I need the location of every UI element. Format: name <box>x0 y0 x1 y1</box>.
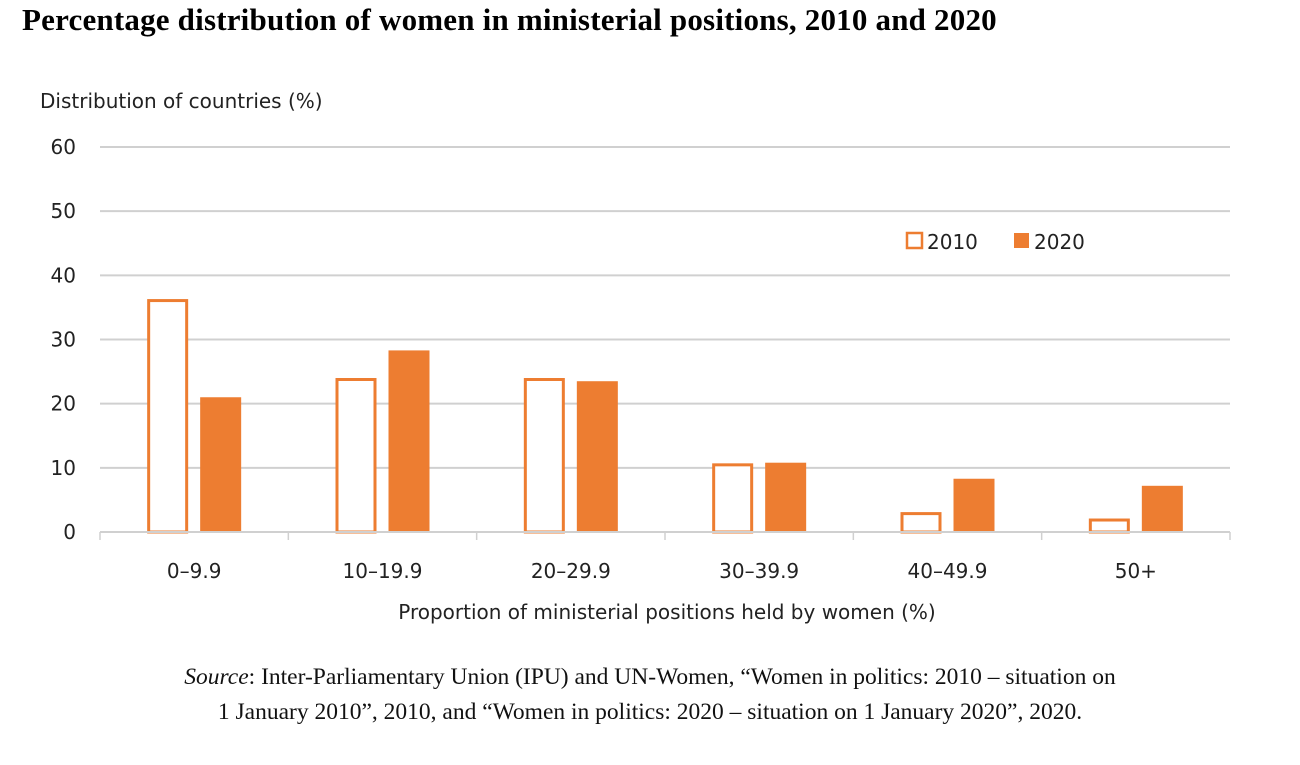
legend-swatch-2010 <box>905 231 924 250</box>
y-tick-label: 30 <box>51 328 76 352</box>
x-tick-label: 30–39.9 <box>719 559 799 583</box>
y-tick-label: 40 <box>51 263 76 287</box>
chart-title: Percentage distribution of women in mini… <box>22 2 997 37</box>
bar-2010-0 <box>147 299 189 534</box>
source-label: Source <box>184 664 249 690</box>
y-tick-label: 10 <box>51 456 76 480</box>
x-axis-tick-labels: 0–9.9 10–19.9 20–29.9 30–39.9 40–49.9 50+ <box>167 559 1157 583</box>
x-axis-title: Proportion of ministerial positions held… <box>398 600 935 624</box>
x-tick-label: 0–9.9 <box>167 559 222 583</box>
bar-2020-2 <box>576 381 618 532</box>
bar-2020-4 <box>953 478 995 532</box>
bar-chart: Distribution of countries (%) 0 10 20 30 40 5… <box>40 89 1231 624</box>
bar-2020-3 <box>765 462 807 532</box>
y-axis-ticks: 0 10 20 30 40 50 60 <box>51 135 76 544</box>
bar-2020-0 <box>200 397 242 532</box>
bars <box>147 299 1183 534</box>
legend: 2010 2020 <box>905 230 1085 254</box>
y-axis-title: Distribution of countries (%) <box>40 89 323 113</box>
source-text-1: : Inter-Parliamentary Union (IPU) and UN… <box>248 664 1116 690</box>
y-tick-label: 0 <box>63 520 76 544</box>
legend-swatch-2020 <box>1014 233 1029 248</box>
source-line-1: Source: Inter-Parliamentary Union (IPU) … <box>0 660 1300 695</box>
bar-2010-4 <box>900 512 942 534</box>
gridlines <box>100 146 1230 469</box>
bar-2010-5 <box>1088 518 1130 534</box>
x-axis <box>99 531 1231 540</box>
x-tick-label: 20–29.9 <box>531 559 611 583</box>
y-tick-label: 50 <box>51 199 76 223</box>
x-tick-label: 10–19.9 <box>343 559 423 583</box>
x-tick-label: 40–49.9 <box>908 559 988 583</box>
bar-2020-5 <box>1141 485 1183 532</box>
legend-label-2010: 2010 <box>927 230 978 254</box>
source-note: Source: Inter-Parliamentary Union (IPU) … <box>0 660 1300 730</box>
bar-2010-1 <box>335 378 377 534</box>
source-line-2: 1 January 2010”, 2010, and “Women in pol… <box>217 699 1083 725</box>
y-tick-label: 60 <box>51 135 76 159</box>
x-tick-label: 50+ <box>1115 559 1157 583</box>
bar-2010-2 <box>523 378 565 534</box>
bar-2010-3 <box>712 463 754 534</box>
y-tick-label: 20 <box>51 392 76 416</box>
legend-label-2020: 2020 <box>1034 230 1085 254</box>
bar-2020-1 <box>388 350 430 532</box>
